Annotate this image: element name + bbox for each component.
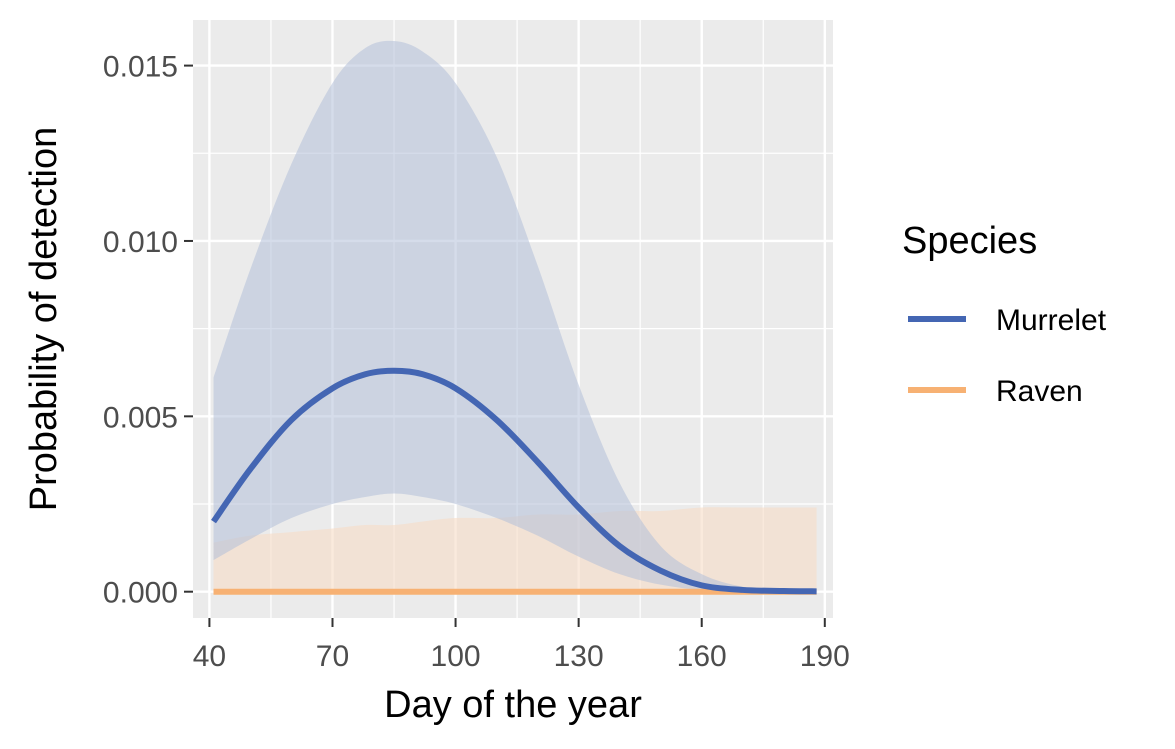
line-murrelet [211, 367, 817, 595]
legend-label-murrelet: Murrelet [996, 304, 1107, 337]
x-tick-label: 100 [431, 640, 481, 673]
x-axis-title: Day of the year [384, 684, 642, 726]
x-tick-label: 190 [800, 640, 850, 673]
x-tick-label: 130 [554, 640, 604, 673]
band-murrelet [213, 40, 817, 592]
y-axis-title: Probability of detection [23, 127, 65, 511]
series-lines [211, 367, 817, 595]
legend-label-raven: Raven [996, 375, 1083, 408]
x-tick-label: 40 [193, 640, 226, 673]
y-tick-label: 0.010 [103, 226, 178, 259]
legend-title: Species [902, 220, 1037, 262]
x-tick-label: 70 [316, 640, 349, 673]
y-tick-label: 0.000 [103, 577, 178, 610]
legend: Species Murrelet Raven [902, 220, 1107, 408]
y-tick-label: 0.015 [103, 51, 178, 84]
y-tick-label: 0.005 [103, 401, 178, 434]
y-axis-ticks: 0.000 0.005 0.010 0.015 [103, 51, 193, 610]
x-axis-ticks: 40 70 100 130 160 190 [193, 618, 850, 673]
legend-items: Murrelet Raven [908, 304, 1107, 408]
x-tick-label: 160 [677, 640, 727, 673]
